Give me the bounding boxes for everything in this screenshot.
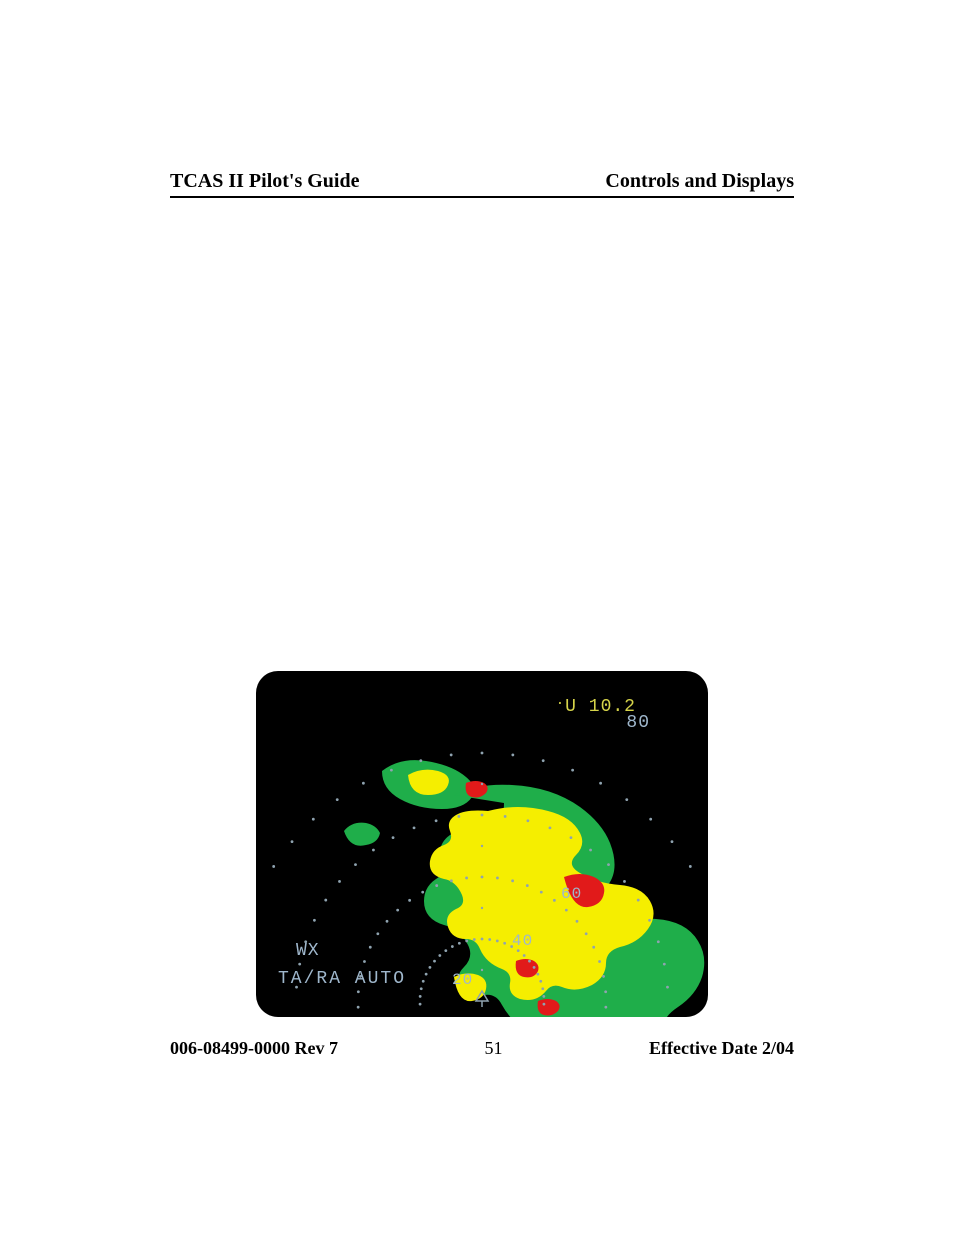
status-mode: TA/RA AUTO bbox=[278, 969, 406, 989]
content-area: TCAS II Pilot's Guide Controls and Displ… bbox=[170, 170, 794, 1075]
radar-display: .U 10.2 80 WX TA/RA AUTO 20 40 60 bbox=[256, 671, 708, 1017]
status-wx: WX bbox=[296, 941, 320, 961]
header-right: Controls and Displays bbox=[605, 170, 794, 193]
ring-label: 40 bbox=[512, 932, 533, 950]
footer-page: 51 bbox=[485, 1038, 503, 1059]
radar-figure: .U 10.2 80 WX TA/RA AUTO 20 40 60 bbox=[256, 671, 708, 1017]
header-left: TCAS II Pilot's Guide bbox=[170, 170, 359, 193]
status-range: 80 bbox=[626, 713, 650, 733]
ring-label: 20 bbox=[452, 971, 473, 989]
footer-doc: 006-08499-0000 Rev 7 bbox=[170, 1038, 338, 1059]
ring-label: 60 bbox=[561, 885, 582, 903]
status-u: .U 10.2 bbox=[556, 693, 636, 717]
page-footer: 006-08499-0000 Rev 7 51 Effective Date 2… bbox=[170, 1038, 794, 1059]
page: TCAS II Pilot's Guide Controls and Displ… bbox=[0, 0, 954, 1235]
footer-date: Effective Date 2/04 bbox=[649, 1038, 794, 1059]
page-header: TCAS II Pilot's Guide Controls and Displ… bbox=[170, 170, 794, 198]
